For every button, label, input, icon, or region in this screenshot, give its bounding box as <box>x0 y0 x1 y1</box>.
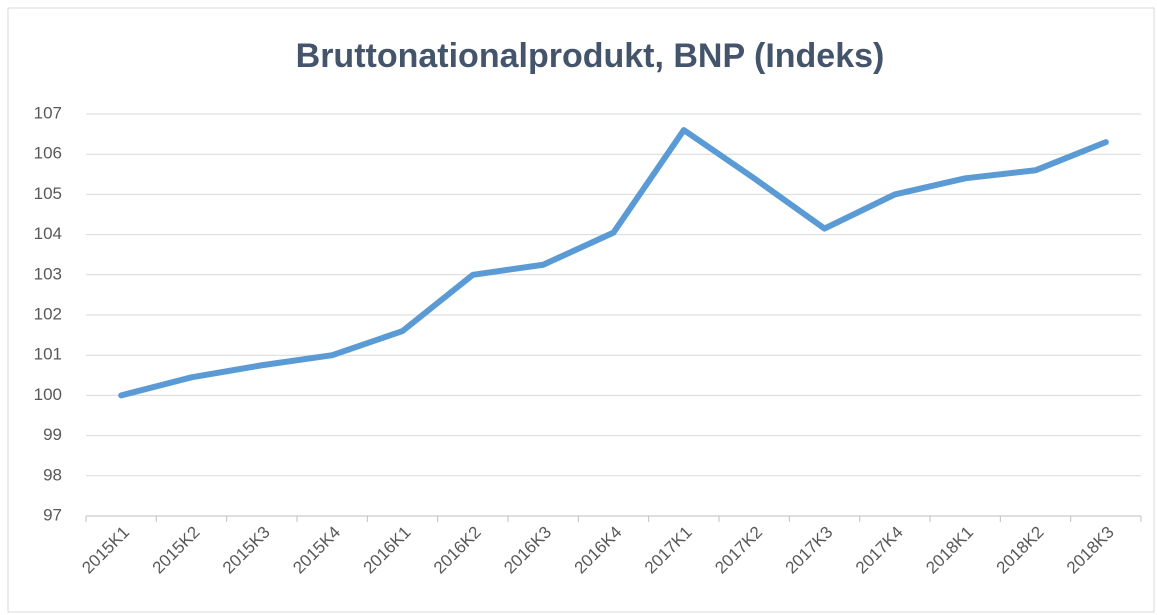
y-tick-label: 103 <box>34 264 62 283</box>
y-tick-label: 104 <box>34 224 62 243</box>
y-tick-label: 101 <box>34 345 62 364</box>
y-tick-label: 107 <box>34 103 62 122</box>
y-tick-label: 98 <box>43 465 62 484</box>
y-tick-label: 100 <box>34 385 62 404</box>
y-tick-label: 97 <box>43 505 62 524</box>
chart-frame <box>7 7 1155 613</box>
data-line <box>118 127 1109 399</box>
y-tick-label: 105 <box>34 184 62 203</box>
y-tick-label: 99 <box>43 425 62 444</box>
y-tick-label: 106 <box>34 144 62 163</box>
y-tick-label: 102 <box>34 304 62 323</box>
chart-title: Bruttonationalprodukt, BNP (Indeks) <box>296 37 885 75</box>
